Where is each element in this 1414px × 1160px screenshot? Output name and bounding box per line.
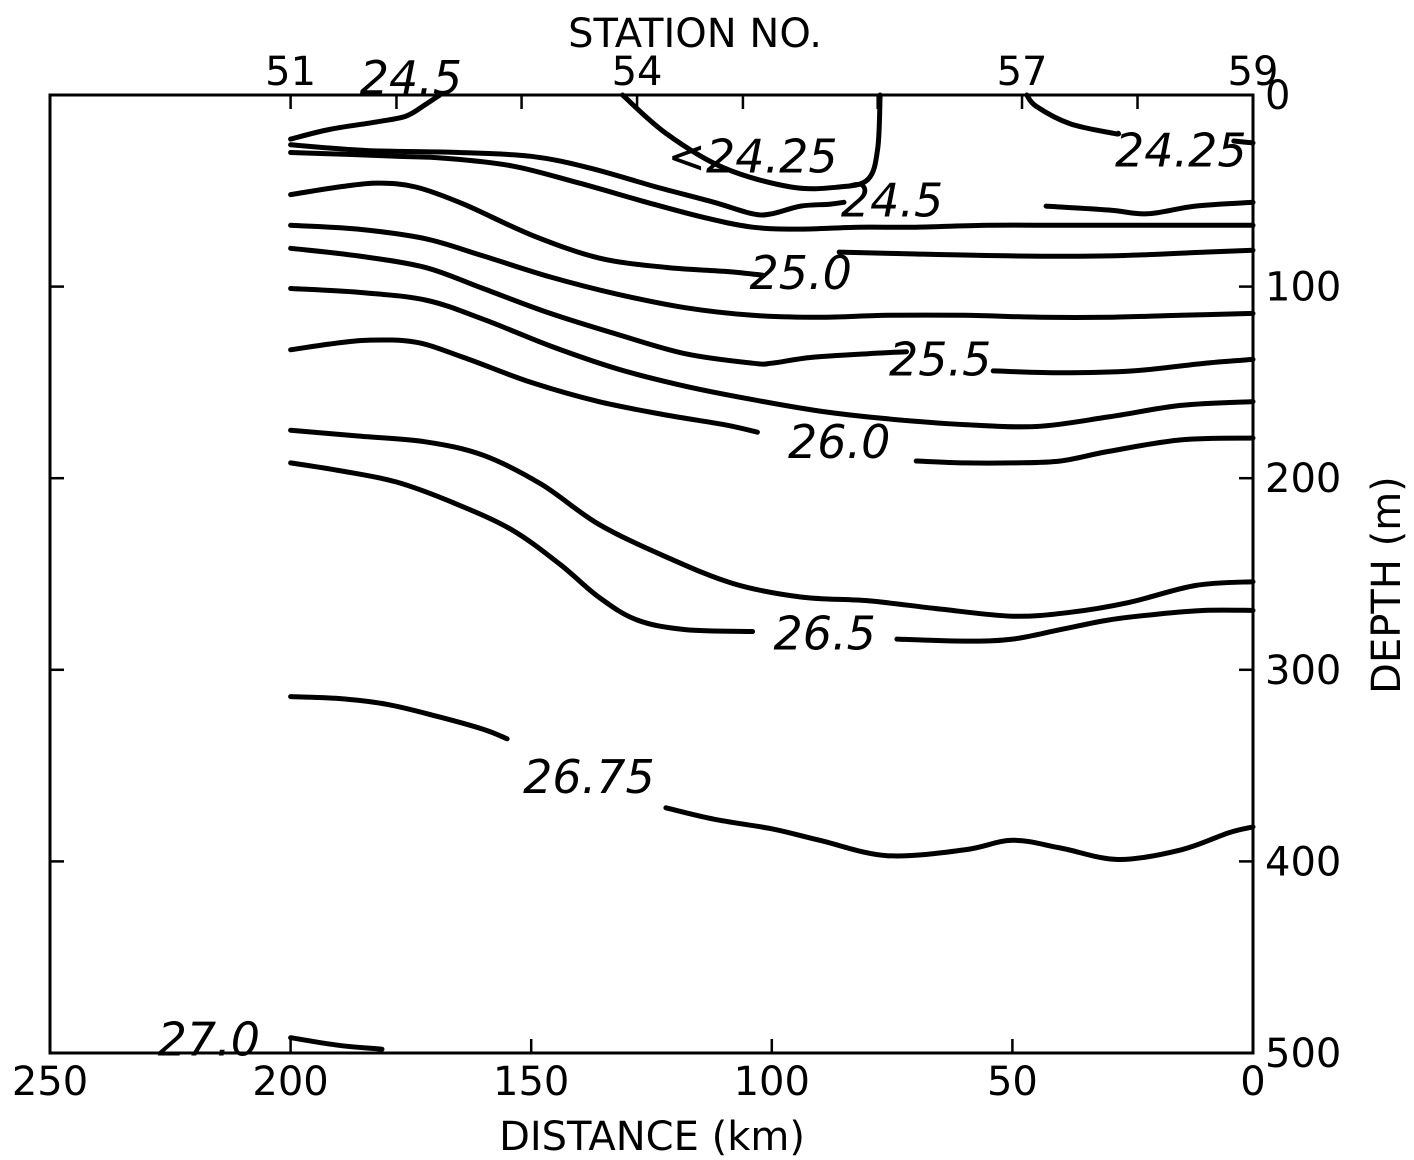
x-tick-label: 150: [493, 1059, 569, 1105]
contour-line-26.0: [288, 427, 1256, 619]
station-label: 59: [1228, 49, 1279, 95]
x-tick-label: 100: [734, 1059, 810, 1105]
contour-line-25.5: [288, 245, 909, 367]
contour-line-24.25: [1024, 92, 1122, 137]
contour-line-24.25: [1231, 138, 1256, 146]
contour-line-25.5: [288, 286, 1256, 430]
y-axis-title: DEPTH (m): [1364, 476, 1410, 694]
station-label: 54: [612, 49, 663, 95]
x-axis-ticks: 250 200 150 100 50 0: [12, 1039, 1266, 1105]
contour-label: 24.25: [1115, 124, 1247, 178]
contour-line-26.5: [288, 460, 756, 634]
y-tick-label: 500: [1265, 1031, 1341, 1077]
contour-line-26.0: [288, 337, 760, 435]
y-tick-label: 400: [1265, 839, 1341, 885]
plot-frame: [48, 93, 1255, 1055]
contour-label: <24.25: [667, 129, 837, 183]
contour-label: 25.0: [749, 246, 851, 300]
station-label: 57: [997, 49, 1048, 95]
station-label: 51: [265, 49, 316, 95]
contour-line-24.5: [288, 92, 443, 142]
contour-line-25.0: [288, 180, 765, 278]
x-tick-label: 250: [12, 1059, 88, 1105]
contour-line-25.0: [836, 247, 1256, 259]
contour-labels: 24.5<24.25 24.2524.525.025.526.026.526.75…: [158, 51, 1247, 1067]
top-axis-title: STATION NO.: [568, 11, 822, 57]
contour-label: 25.5: [889, 332, 991, 386]
contour-line-26.0: [913, 435, 1256, 466]
x-tick-label: 200: [252, 1059, 328, 1105]
contour-label: 24.5: [841, 173, 943, 227]
y-axis-ticks: 0 100 200 300 400 500: [50, 73, 1341, 1077]
contour-line-24.5: [1043, 199, 1256, 217]
x-tick-label: 50: [987, 1059, 1038, 1105]
y-tick-label: 100: [1265, 265, 1341, 311]
contour-line-27.0: [288, 1035, 385, 1052]
contour-line-25.5: [990, 356, 1256, 376]
contour-line-lt-24.25: [620, 92, 883, 192]
x-tick-label: 0: [1240, 1059, 1265, 1105]
contour-line-24.5: [288, 150, 1256, 232]
contour-label: 24.5: [360, 51, 462, 105]
y-tick-label: 300: [1265, 648, 1341, 694]
contour-label: 26.0: [788, 415, 890, 469]
contour-line-25.0: [288, 222, 1256, 321]
contour-line-26.75: [288, 694, 510, 742]
contour-label: 26.5: [774, 606, 876, 660]
y-tick-label: 0: [1265, 73, 1290, 119]
station-ticks: 51 54 57 59: [265, 49, 1278, 109]
contour-line-26.75: [663, 805, 1256, 863]
contour-lines: [288, 92, 1256, 1052]
y-tick-label: 200: [1265, 456, 1341, 502]
contour-label: 26.75: [523, 750, 655, 804]
contour-line-24.5: [288, 142, 847, 218]
contour-line-26.5: [894, 607, 1256, 644]
x-axis-title: DISTANCE (km): [499, 1114, 805, 1160]
contour-label: 27.0: [158, 1013, 260, 1067]
